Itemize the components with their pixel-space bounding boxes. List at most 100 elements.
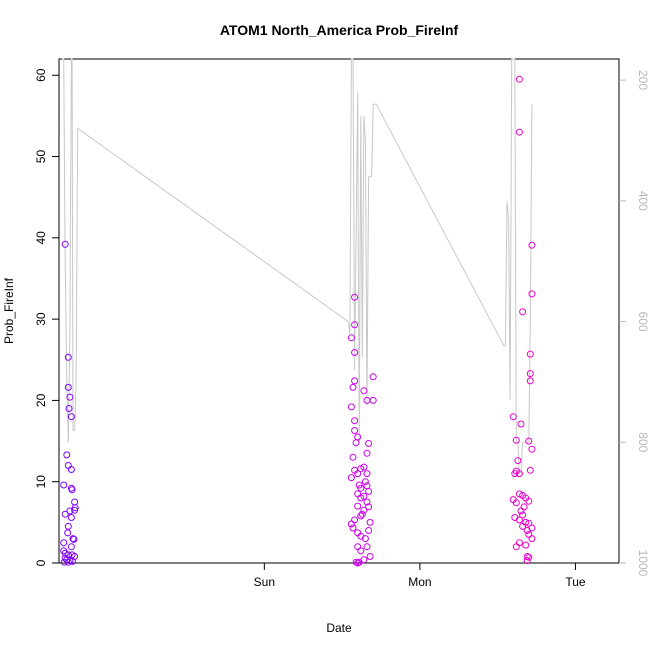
data-point [528, 535, 536, 543]
data-point [68, 557, 76, 565]
pressure-line [62, 58, 533, 473]
data-point [519, 511, 527, 519]
data-point [64, 558, 72, 566]
secondary-y-axis: 200 400 600 800 1000 [619, 70, 650, 577]
data-point [509, 413, 517, 421]
data-point [66, 393, 74, 401]
data-point [347, 520, 355, 528]
data-point [514, 457, 522, 465]
data-point [369, 396, 377, 404]
data-point [349, 453, 357, 461]
data-point [351, 427, 359, 434]
data-point [351, 377, 359, 385]
data-point [68, 486, 76, 494]
data-points-layer [60, 75, 536, 567]
data-point [354, 502, 362, 510]
data-point [71, 506, 79, 514]
data-point [360, 387, 368, 395]
data-point [360, 506, 368, 514]
pressure-line-layer [62, 58, 533, 473]
data-point [519, 308, 527, 316]
plot-frame [58, 58, 620, 564]
data-point [525, 553, 533, 561]
data-point [365, 488, 373, 495]
data-point [349, 524, 357, 532]
data-point [357, 547, 365, 555]
data-point [69, 535, 77, 543]
data-point [526, 466, 534, 474]
data-point [522, 541, 530, 549]
y-tick-label: 60 [34, 68, 48, 82]
y-axis-label: Prob_FireInf [2, 277, 16, 344]
data-point [525, 519, 533, 527]
y-axis: 0 10 20 30 40 50 60 [34, 68, 59, 566]
data-point [525, 437, 533, 445]
data-point [515, 516, 523, 524]
data-point [71, 498, 79, 506]
data-point [366, 553, 374, 560]
data-point [347, 403, 355, 411]
data-point [61, 510, 69, 518]
data-point [525, 497, 533, 505]
x-tick-label: Tue [565, 575, 586, 589]
data-point [363, 449, 371, 457]
data-point [526, 370, 534, 378]
data-point [512, 436, 520, 444]
data-point [61, 240, 69, 248]
data-point [354, 433, 362, 441]
data-point [511, 470, 519, 478]
data-point [515, 490, 523, 498]
data-point [528, 290, 536, 298]
y2-tick-label: 200 [636, 70, 650, 90]
data-point [60, 558, 68, 566]
data-point [347, 334, 355, 342]
chart-title: ATOM1 North_America Prob_FireInf [220, 22, 459, 38]
data-point [517, 420, 525, 428]
data-point [369, 373, 377, 381]
data-point [361, 478, 369, 486]
data-point [365, 527, 373, 534]
data-point [358, 510, 366, 518]
y2-tick-label: 400 [636, 191, 650, 211]
y-tick-label: 40 [34, 231, 48, 245]
data-point [515, 470, 523, 478]
data-point [523, 527, 531, 534]
y2-tick-label: 600 [636, 312, 650, 332]
data-point [351, 417, 359, 425]
data-point [354, 490, 362, 498]
data-point [64, 529, 72, 537]
data-point [64, 353, 72, 361]
data-point [526, 377, 534, 385]
data-point [360, 492, 368, 500]
data-point [67, 543, 75, 551]
data-point [351, 293, 359, 301]
data-point [528, 241, 536, 249]
y-tick-label: 0 [34, 559, 48, 566]
x-axis-label: Date [326, 621, 352, 635]
data-point [66, 507, 74, 515]
plot-area [58, 58, 620, 567]
data-point [363, 543, 371, 551]
data-point [365, 440, 373, 447]
data-point [366, 518, 374, 526]
data-point [64, 383, 72, 391]
y2-tick-label: 1000 [636, 550, 650, 577]
y-tick-label: 10 [34, 475, 48, 489]
data-point [70, 535, 78, 543]
data-point [512, 499, 520, 507]
data-point [517, 507, 525, 515]
data-point [354, 470, 362, 478]
data-point [347, 474, 355, 482]
data-point [352, 439, 360, 447]
y-tick-label: 30 [34, 312, 48, 326]
data-point [528, 445, 536, 453]
data-point [64, 522, 72, 530]
data-point [515, 128, 523, 136]
data-point [365, 503, 373, 511]
data-point [60, 539, 68, 547]
data-point [360, 556, 368, 564]
data-point [63, 451, 71, 459]
data-point [354, 543, 362, 551]
data-point [60, 481, 68, 489]
